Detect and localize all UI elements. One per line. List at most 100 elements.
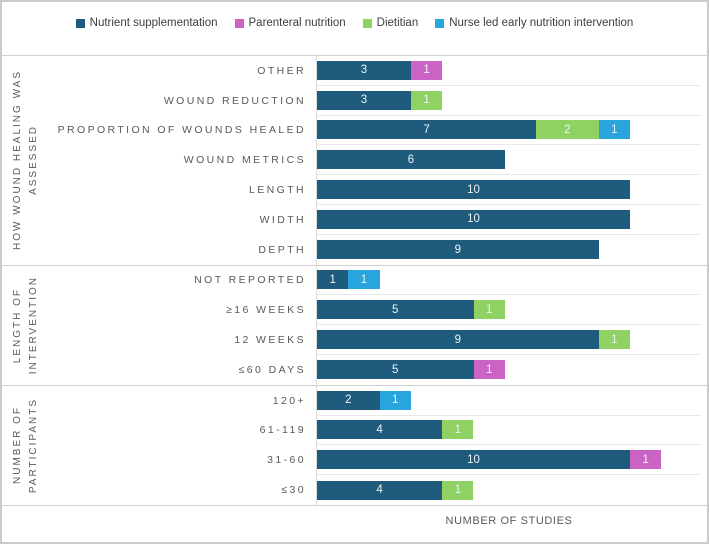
category-label: LENGTH [249, 184, 306, 197]
bar-segment-dietitian: 1 [442, 420, 474, 440]
chart-row: NOT REPORTED 1 1 [48, 265, 707, 296]
bar-segment-dietitian: 1 [442, 480, 474, 500]
legend-item-parenteral-nutrition: Parenteral nutrition [234, 17, 346, 29]
group-label: HOW WOUND HEALING WAS ASSESSED [2, 56, 48, 265]
bar-segment-nutrient-supplementation: 3 [317, 90, 411, 110]
legend: Nutrient supplementation Parenteral nutri… [2, 2, 707, 55]
chart-row: WIDTH 10 [48, 204, 707, 235]
bar-segment-parenteral-nutrition: 1 [630, 450, 662, 470]
bar-segment-nutrient-supplementation: 9 [317, 330, 599, 350]
legend-label: Dietitian [376, 17, 419, 29]
bar-segment-dietitian: 1 [410, 90, 443, 110]
bar-segment-nutrient-supplementation: 6 [317, 150, 505, 170]
stacked-bar: 10 [317, 180, 630, 200]
category-label: ≤60 DAYS [238, 363, 306, 376]
bar-segment-parenteral-nutrition: 1 [473, 360, 505, 380]
legend-item-dietitian: Dietitian [362, 17, 419, 29]
category-group: NUMBER OF PARTICIPANTS 120+ 2 1 61-119 4 1 31-60… [2, 384, 707, 505]
bar-area: 10 [316, 175, 701, 205]
chart-row: OTHER 3 1 [48, 56, 707, 86]
category-label: ≥16 WEEKS [226, 304, 306, 317]
category-label: 12 WEEKS [234, 334, 306, 347]
legend-label: Nutrient supplementation [89, 17, 218, 29]
category-group: HOW WOUND HEALING WAS ASSESSED OTHER 3 1 WOUN… [2, 55, 707, 265]
bar-segment-dietitian: 1 [473, 300, 505, 320]
group-label-line: HOW WOUND HEALING WAS [11, 70, 23, 251]
chart-row: ≥16 WEEKS 5 1 [48, 295, 707, 326]
category-label: WIDTH [259, 213, 306, 226]
bar-segment-nutrient-supplementation: 7 [317, 120, 537, 140]
group-label-line: ASSESSED [27, 125, 39, 196]
bar-segment-nutrient-supplementation: 1 [317, 270, 349, 290]
legend-swatch-icon [435, 18, 445, 28]
group-label: NUMBER OF PARTICIPANTS [2, 386, 48, 505]
stacked-bar: 9 [317, 240, 599, 260]
legend-item-nurse-led-early-nutrition-intervention: Nurse led early nutrition intervention [435, 17, 633, 29]
x-axis-label: NUMBER OF STUDIES [445, 514, 573, 527]
legend-swatch-icon [234, 18, 244, 28]
category-label: DEPTH [258, 243, 306, 256]
chart-row: 31-60 10 1 [48, 445, 707, 476]
bar-segment-dietitian: 2 [536, 120, 599, 140]
stacked-bar-chart: HOW WOUND HEALING WAS ASSESSED OTHER 3 1 WOUN… [2, 55, 707, 506]
group-rows: 120+ 2 1 61-119 4 1 31-60 10 1 ≤30 4 1 [48, 385, 707, 505]
bar-segment-nutrient-supplementation: 5 [317, 300, 474, 320]
bar-segment-parenteral-nutrition: 1 [410, 60, 443, 80]
bar-segment-nutrient-supplementation: 2 [317, 390, 380, 410]
bar-segment-nutrient-supplementation: 4 [317, 420, 443, 440]
category-label: WOUND METRICS [183, 154, 306, 167]
legend-swatch-icon [362, 18, 372, 28]
category-label: ≤30 [281, 484, 306, 497]
group-label: LENGTH OF INTERVENTION [2, 266, 48, 385]
chart-row: ≤30 4 1 [48, 475, 707, 505]
category-label: 120+ [272, 394, 306, 407]
group-rows: NOT REPORTED 1 1 ≥16 WEEKS 5 1 12 WEEKS 9 1 ≤60 D… [48, 265, 707, 385]
bar-segment-nutrient-supplementation: 10 [317, 209, 630, 229]
chart-row: 12 WEEKS 9 1 [48, 325, 707, 355]
bar-area: 10 1 [316, 445, 701, 476]
group-label-line: NUMBER OF [11, 406, 23, 485]
bar-segment-nurse-led-early-nutrition-intervention: 1 [598, 120, 630, 140]
bar-area: 10 [316, 204, 701, 235]
category-label: 61-119 [259, 424, 306, 437]
group-label-line: LENGTH OF [11, 287, 23, 363]
stacked-bar: 10 1 [317, 450, 662, 470]
chart-row: WOUND REDUCTION 3 1 [48, 85, 707, 116]
category-label: OTHER [257, 64, 306, 77]
chart-row: 120+ 2 1 [48, 385, 707, 416]
legend-label: Nurse led early nutrition intervention [449, 17, 634, 29]
category-label: WOUND REDUCTION [163, 94, 306, 107]
category-group: LENGTH OF INTERVENTION NOT REPORTED 1 1 ≥16 W… [2, 264, 707, 385]
bar-segment-dietitian: 1 [598, 330, 630, 350]
bar-segment-nutrient-supplementation: 4 [317, 480, 443, 500]
bar-segment-nurse-led-early-nutrition-intervention: 1 [379, 390, 411, 410]
bar-segment-nutrient-supplementation: 10 [317, 450, 630, 470]
chart-row: LENGTH 10 [48, 175, 707, 205]
chart-row: ≤60 DAYS 5 1 [48, 354, 707, 385]
chart-row: 61-119 4 1 [48, 415, 707, 446]
category-label: NOT REPORTED [194, 274, 306, 287]
bar-segment-nutrient-supplementation: 9 [317, 240, 599, 260]
chart-row: PROPORTION OF WOUNDS HEALED 7 2 1 [48, 115, 707, 146]
bar-segment-nutrient-supplementation: 3 [317, 60, 411, 80]
bar-area: 6 [316, 145, 701, 176]
x-axis-label-row: NUMBER OF STUDIES [2, 506, 707, 542]
bar-segment-nutrient-supplementation: 10 [317, 180, 630, 200]
category-label: PROPORTION OF WOUNDS HEALED [57, 124, 306, 137]
